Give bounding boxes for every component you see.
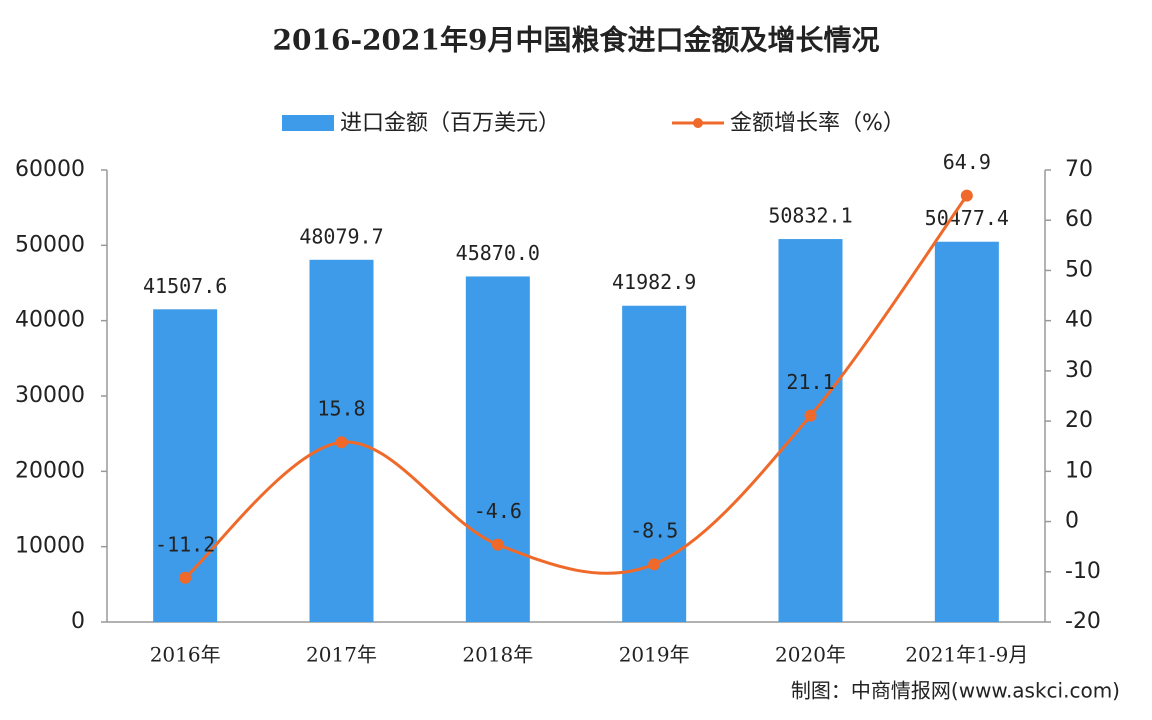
legend-label: 金额增长率（%） xyxy=(730,111,905,136)
line-marker xyxy=(335,436,348,449)
x-tick-label: 2017年 xyxy=(306,643,377,667)
y2-tick-label: 0 xyxy=(1065,509,1079,534)
y2-tick-label: 20 xyxy=(1065,408,1093,433)
y-tick-label: 10000 xyxy=(15,534,85,559)
x-tick-label: 2019年 xyxy=(619,643,690,667)
line-marker xyxy=(960,189,973,202)
bar-value-label: 50832.1 xyxy=(768,204,852,228)
legend-swatch xyxy=(282,115,334,131)
line-value-label: -11.2 xyxy=(155,532,215,556)
y-tick-label: 30000 xyxy=(15,383,85,408)
x-tick-label: 2020年 xyxy=(775,643,846,667)
y2-tick-label: 60 xyxy=(1065,207,1093,232)
x-tick-label: 2016年 xyxy=(150,643,221,667)
y2-tick-label: 10 xyxy=(1065,458,1093,483)
y2-tick-label: -10 xyxy=(1065,559,1101,584)
y-tick-label: 60000 xyxy=(15,157,85,182)
y-tick-label: 40000 xyxy=(15,308,85,333)
line-value-label: -4.6 xyxy=(474,499,522,523)
y2-tick-label: 50 xyxy=(1065,257,1093,282)
y-tick-label: 50000 xyxy=(15,232,85,257)
y2-tick-label: -20 xyxy=(1065,609,1101,634)
bar-value-label: 41507.6 xyxy=(143,274,227,298)
line-marker xyxy=(491,538,504,551)
line-value-label: 21.1 xyxy=(786,370,834,394)
growth-line xyxy=(184,194,969,579)
y-tick-label: 0 xyxy=(71,609,85,634)
bar xyxy=(153,309,218,622)
legend-marker xyxy=(693,118,703,128)
bar-value-label: 45870.0 xyxy=(456,241,540,265)
line-marker xyxy=(648,558,661,571)
bar-value-label: 50477.4 xyxy=(925,206,1009,230)
y-tick-label: 20000 xyxy=(15,458,85,483)
line-value-label: 64.9 xyxy=(943,150,991,174)
line-marker xyxy=(179,571,192,584)
bar xyxy=(934,241,999,622)
chart-title: 2016-2021年9月中国粮食进口金额及增长情况 xyxy=(273,24,880,57)
y2-tick-label: 70 xyxy=(1065,157,1093,182)
legend-label: 进口金额（百万美元） xyxy=(340,111,560,136)
y2-tick-label: 40 xyxy=(1065,308,1093,333)
source-note: 制图：中商情报网(www.askci.com) xyxy=(791,679,1120,703)
x-tick-label: 2021年1-9月 xyxy=(905,643,1028,667)
x-tick-label: 2018年 xyxy=(462,643,533,667)
bar xyxy=(778,239,843,622)
bar-value-label: 41982.9 xyxy=(612,270,696,294)
bar-value-label: 48079.7 xyxy=(299,224,383,248)
bar xyxy=(465,276,530,622)
line-marker xyxy=(804,409,817,422)
y2-tick-label: 30 xyxy=(1065,358,1093,383)
line-value-label: 15.8 xyxy=(317,397,365,421)
line-value-label: -8.5 xyxy=(630,519,678,543)
bar xyxy=(622,305,687,622)
